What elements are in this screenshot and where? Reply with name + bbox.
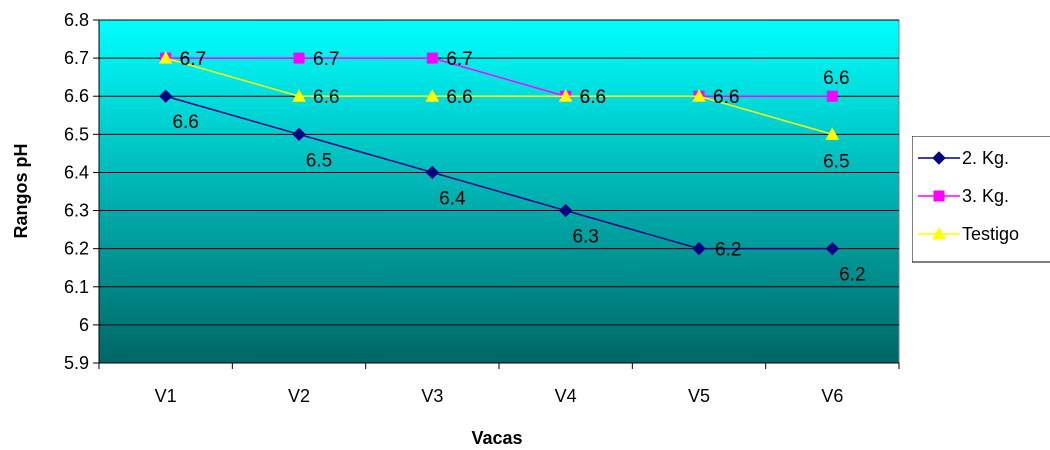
data-label: 6.4 [439, 188, 466, 209]
x-tick-label: V2 [288, 386, 310, 406]
data-label: 6.6 [823, 68, 849, 89]
series-1-point [158, 89, 173, 103]
data-labels: 6.66.56.46.36.26.26.7 6.7 6.76.6 6.66.66.76… [172, 49, 865, 286]
series-3-point [558, 89, 573, 102]
series-line-3 [165, 57, 833, 136]
x-tick-labels: V1 V2 V3 V4 V5 V6 [155, 386, 844, 406]
y-tick-label: 5.9 [64, 353, 89, 373]
series-line-1 [165, 95, 833, 250]
series-1-point [425, 165, 440, 180]
data-label: 6.6 [172, 112, 198, 133]
data-label: 6.6 [580, 87, 606, 108]
x-tick-label: V4 [555, 386, 577, 406]
series-3-point [158, 51, 173, 64]
data-label: 6.6 [313, 87, 339, 108]
x-tick-label: V6 [821, 386, 843, 406]
series-2-point [293, 52, 305, 64]
y-tick-label: 6 [79, 315, 89, 335]
legend-marker [933, 190, 945, 202]
data-label: 6.5 [306, 150, 332, 171]
series-3-point [692, 89, 706, 102]
data-label: 6.7 [313, 49, 339, 70]
series-lines [158, 51, 840, 256]
y-axis-title: Rangos pH [11, 143, 31, 238]
series-2-point [826, 90, 838, 102]
data-label: 6.2 [839, 265, 865, 286]
y-tick-label: 6.2 [64, 239, 89, 259]
legend-marker [932, 151, 946, 165]
data-label: 6.7 [180, 49, 206, 70]
legend-label: 2. Kg. [962, 148, 1009, 168]
series-1-point [292, 127, 306, 142]
legend-label: 3. Kg. [962, 186, 1009, 206]
y-tick-label: 6.5 [64, 124, 89, 144]
data-label: 6.3 [572, 227, 598, 248]
data-label: 6.5 [823, 151, 849, 172]
data-label: 6.2 [715, 240, 741, 261]
series-3-point [825, 127, 840, 140]
legend-label: Testigo [962, 224, 1019, 244]
y-tick-labels: 6.8 6.7 6.6 6.5 6.4 6.3 6.2 6.1 6 5.9 [64, 10, 89, 373]
y-tick-label: 6.6 [64, 86, 89, 106]
legend-marker [932, 226, 946, 240]
x-axis-title: Vacas [471, 428, 522, 448]
series-1-point [558, 203, 573, 218]
y-tick-label: 6.1 [64, 277, 89, 297]
data-label: 6.6 [446, 87, 472, 108]
x-tick-label: V5 [688, 386, 710, 406]
y-tick-label: 6.8 [64, 10, 89, 30]
series-1-point [692, 241, 706, 256]
series-3-point [292, 89, 306, 102]
data-label: 6.6 [713, 87, 739, 108]
x-tick-label: V3 [421, 386, 443, 406]
series-1-point [825, 241, 840, 256]
legend: 2. Kg. 3. Kg. Testigo [912, 136, 1050, 263]
series-2-point [426, 52, 438, 64]
data-label: 6.6 [580, 87, 606, 108]
axes [93, 19, 900, 369]
data-label: 6.7 [446, 49, 472, 70]
data-label: 6.7 [180, 49, 206, 70]
y-tick-label: 6.7 [64, 48, 89, 68]
y-tick-label: 6.3 [64, 201, 89, 221]
y-tick-label: 6.4 [64, 162, 89, 182]
data-label: 6.6 [713, 87, 739, 108]
series-line-2 [165, 57, 833, 97]
series-3-point [425, 89, 440, 102]
x-tick-label: V1 [155, 386, 177, 406]
